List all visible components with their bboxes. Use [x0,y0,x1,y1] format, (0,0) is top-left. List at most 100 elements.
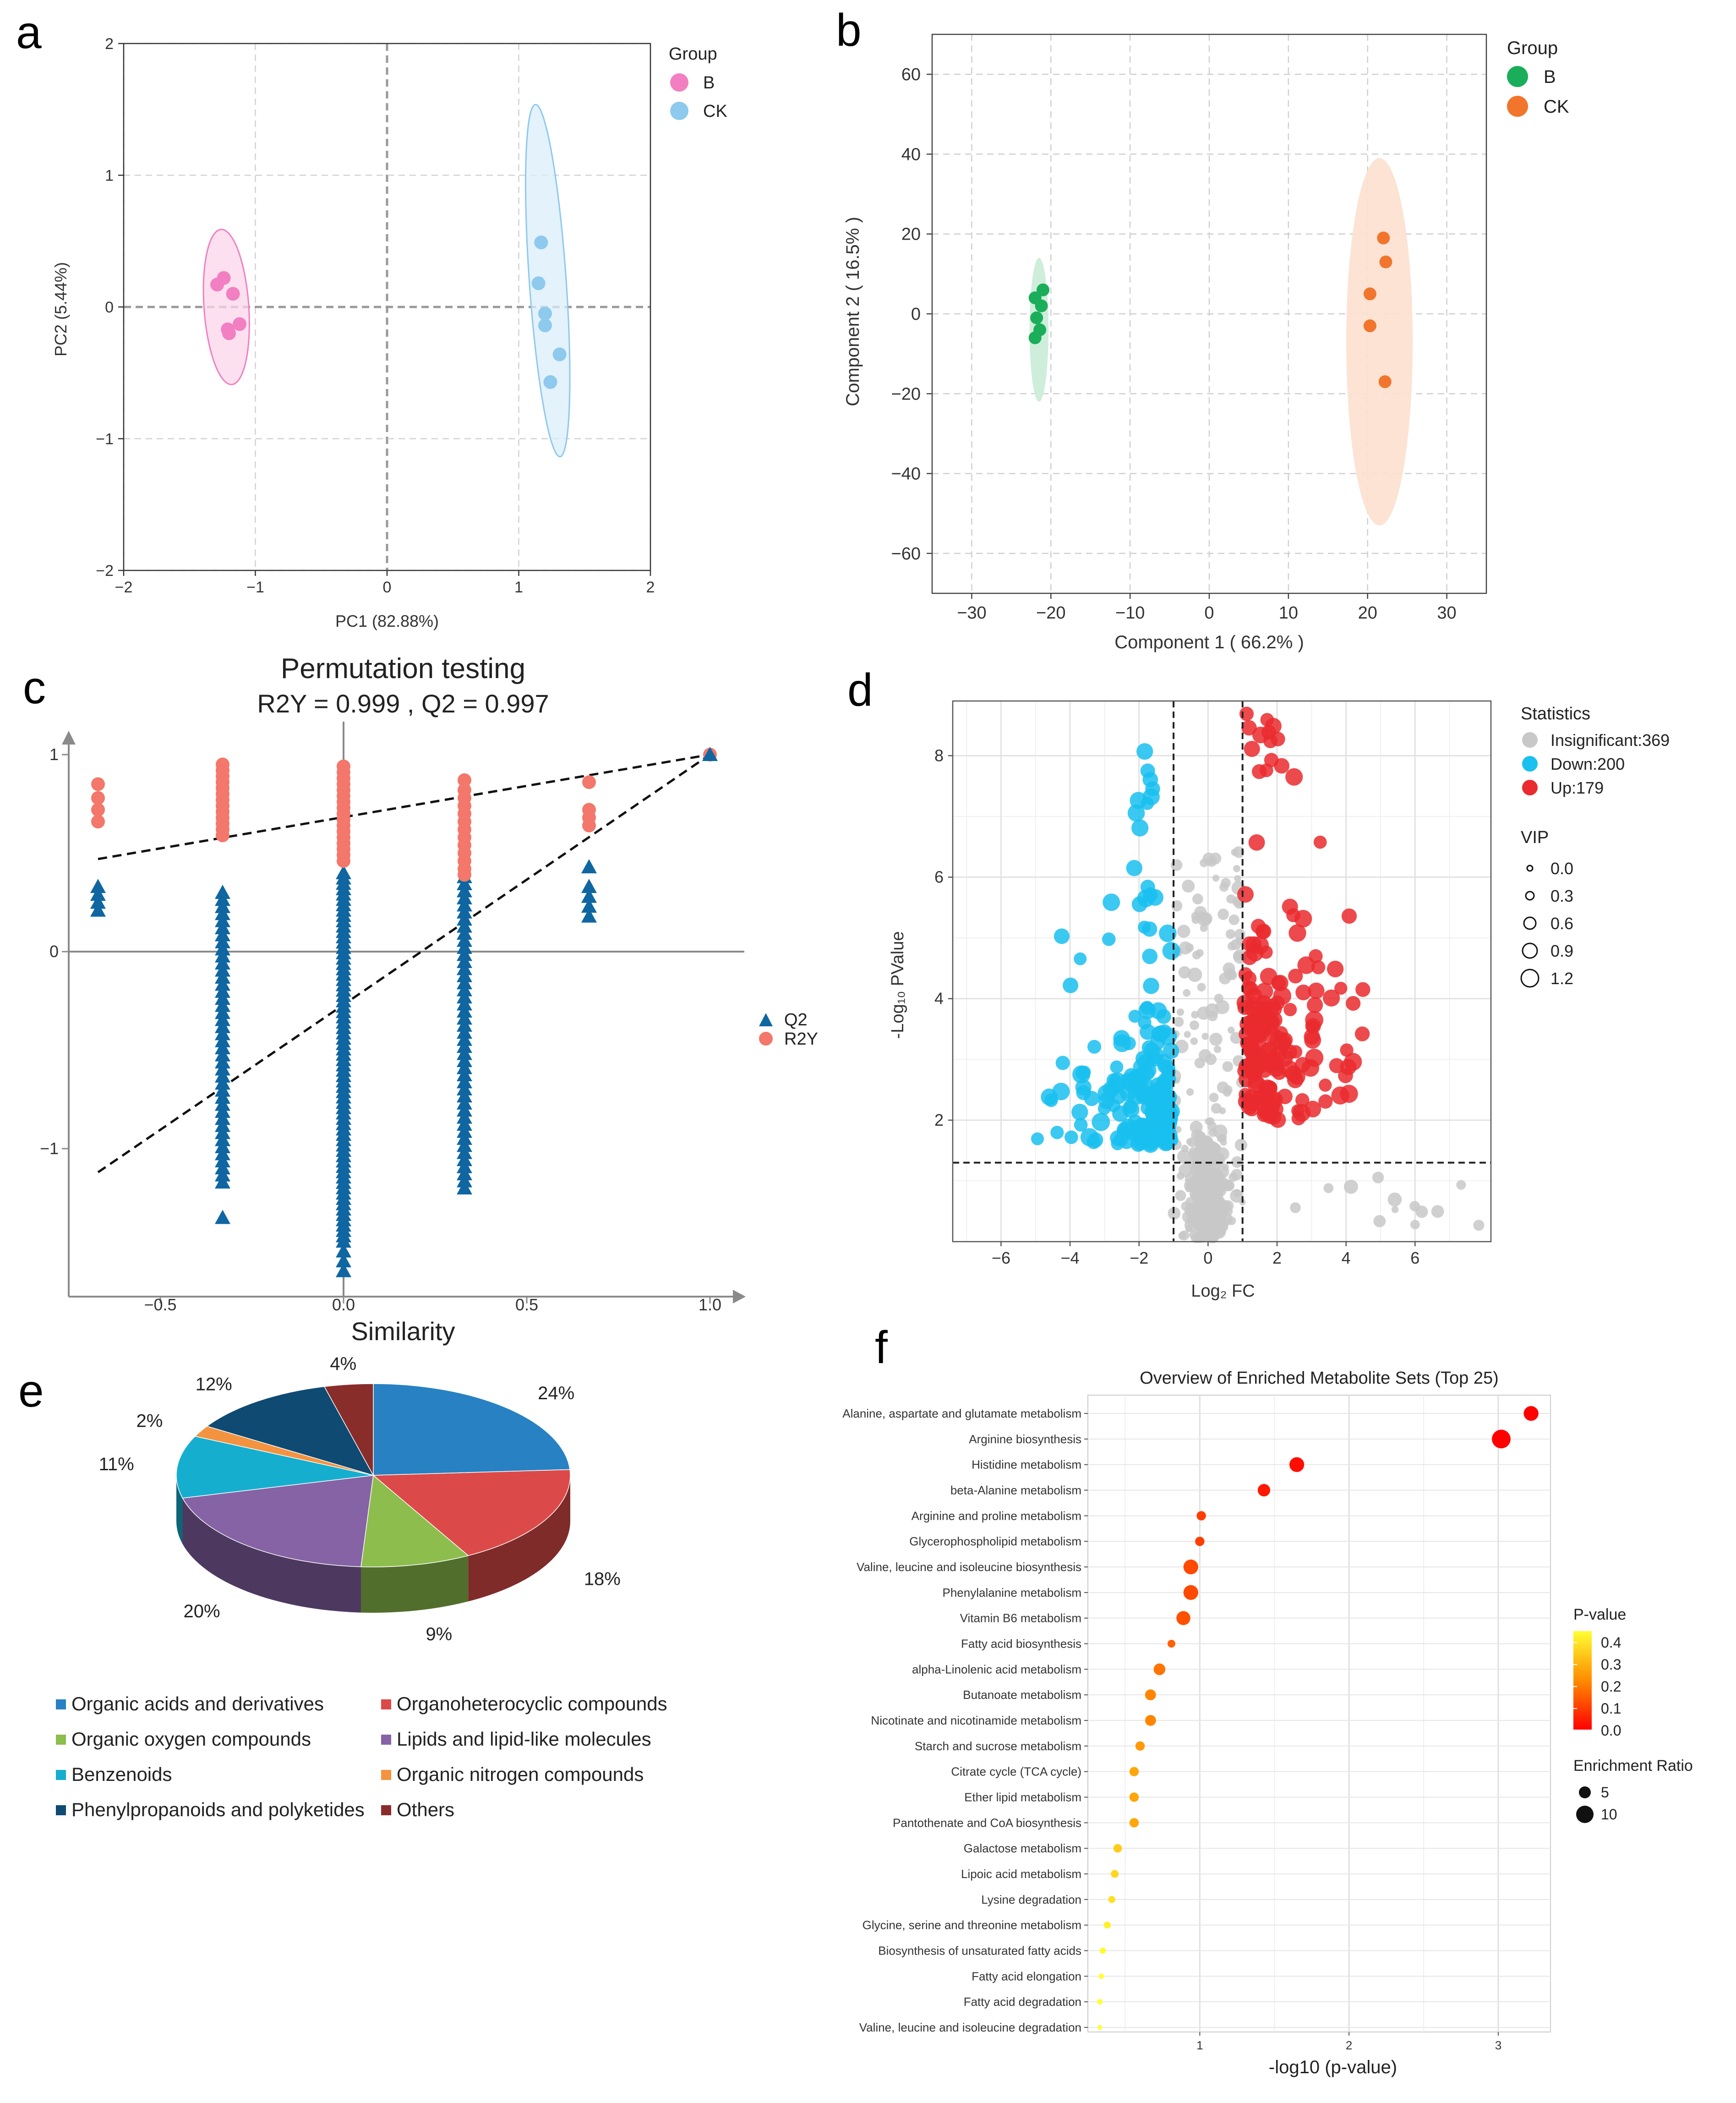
panel-letter-c: c [23,662,46,713]
legend-marker-CK [670,102,688,120]
legend-label-Organic oxygen compounds: Organic oxygen compounds [71,1728,311,1750]
volcano-point [1159,924,1177,942]
legend-label-B: B [703,73,715,93]
volcano-point [1212,875,1220,882]
x-tick-label: −2 [115,579,133,596]
pie-pct-label: 24% [538,1383,574,1403]
pie-side-Lipids and lipid-like molecules [182,1498,361,1613]
volcano-point [1230,1189,1244,1203]
volcano-point [1307,997,1323,1013]
colorbar-tick-label: 0.2 [1601,1678,1621,1695]
x-tick-label: −4 [1061,1249,1080,1267]
volcano-point [1031,1132,1044,1145]
volcano-point [1249,1005,1265,1022]
q2-triangle [581,908,597,923]
volcano-point [1244,1044,1259,1059]
x-tick-label: −6 [992,1249,1010,1267]
volcano-point [1230,939,1242,950]
data-point-B [1028,331,1042,345]
legend-swatch-Organic acids and derivatives [56,1699,66,1709]
volcano-point [1200,859,1208,867]
panel-b-axes: −30 −20 −10 0 10 20 30 −60 −40 −20 0 20 40 60 [891,33,1487,623]
x-tick-label: 10 [1279,603,1298,623]
volcano-point [1194,1057,1205,1068]
volcano-point [1130,1078,1149,1097]
panel-b-points [1028,231,1392,389]
volcano-point [1409,1201,1420,1211]
legend-label-Others: Others [397,1799,454,1820]
pie-slice-Organoheterocyclic compounds [372,1469,571,1556]
volcano-point [1110,1060,1124,1074]
panel-f-grid [1087,1395,1551,2032]
y-tick-label: 8 [934,746,944,765]
volcano-point [1248,834,1265,851]
volcano-point [1224,968,1236,980]
volcano-point [1273,986,1292,1005]
x-tick-label: 30 [1437,603,1456,623]
volcano-point [1243,1094,1261,1112]
volcano-point [1184,1218,1199,1232]
volcano-point [1270,732,1285,746]
volcano-point [1222,1061,1234,1072]
volcano-point [1130,1120,1146,1135]
pie-slice-Benzenoids [176,1436,374,1499]
y-tick-label: 4 [934,989,944,1008]
panel-d-volcano: d −6 −4 −2 0 2 4 6 2 4 6 8 Log₂ FC -Log₁₀ PValue S… [847,664,1670,1301]
volcano-point [1295,1093,1310,1107]
legend-label-Benzenoids: Benzenoids [71,1763,172,1785]
panel-b-ellipses [1029,158,1413,526]
volcano-point [1179,1230,1190,1241]
volcano-point [1103,893,1120,911]
enrichment-point [1113,1844,1122,1853]
y-tick-label: 6 [934,867,944,886]
volcano-point [1233,846,1245,858]
legend-enrichment-marker [1579,1786,1591,1798]
r2y-circle [216,828,229,843]
pathway-label: Nicotinate and nicotinamide metabolism [871,1714,1081,1727]
volcano-point [1196,949,1204,957]
y-tick-label: 20 [901,225,921,244]
volcano-point [1322,989,1340,1007]
y-tick-label: 1 [49,745,59,764]
volcano-point [1272,975,1288,991]
panel-d-legend-vip-title: VIP [1521,828,1549,847]
volcano-point [1130,792,1147,809]
r2y-circle [337,854,350,868]
volcano-point [1387,1192,1402,1207]
x-axis-arrow [733,1290,746,1303]
y-tick-label: −1 [96,431,114,448]
volcano-point [1346,996,1361,1011]
volcano-point [1223,1181,1234,1191]
data-point-B [1030,311,1043,324]
volcano-point [1233,865,1240,872]
volcano-point [1127,804,1145,822]
r2y-circle [458,773,471,787]
pie-side-Organic oxygen compounds [361,1555,469,1613]
enrichment-point [1103,1922,1111,1929]
pathway-label: Histidine metabolism [972,1458,1081,1472]
panel-d-legend-stats-title: Statistics [1521,704,1590,723]
volcano-point [1252,727,1269,744]
colorbar-tick-label: 0.1 [1601,1700,1621,1717]
enrichment-point [1176,1611,1190,1625]
volcano-point [1236,994,1254,1012]
legend-stats-marker [1522,732,1538,748]
volcano-point [1294,1057,1310,1073]
x-tick-label: 2 [1272,1249,1282,1267]
x-tick-label: −20 [1036,603,1065,623]
volcano-point [1265,1015,1280,1030]
volcano-point [1190,1191,1201,1202]
volcano-point [1178,966,1191,979]
data-point-CK [534,235,548,250]
pathway-label: Fatty acid elongation [972,1969,1081,1983]
data-point-CK [531,276,546,290]
y-tick-label: 1 [105,167,114,185]
y-tick-label: 0 [105,299,114,316]
volcano-point [1241,971,1257,986]
x-tick-label: 6 [1410,1249,1419,1267]
volcano-point [1234,875,1241,882]
volcano-point [1372,1172,1384,1183]
q2-triangle [581,859,597,874]
legend-vip-marker [1520,969,1539,988]
panel-f-legend: 0.4 0.3 0.2 0.1 0.0 5 10 [1573,1631,1621,1823]
